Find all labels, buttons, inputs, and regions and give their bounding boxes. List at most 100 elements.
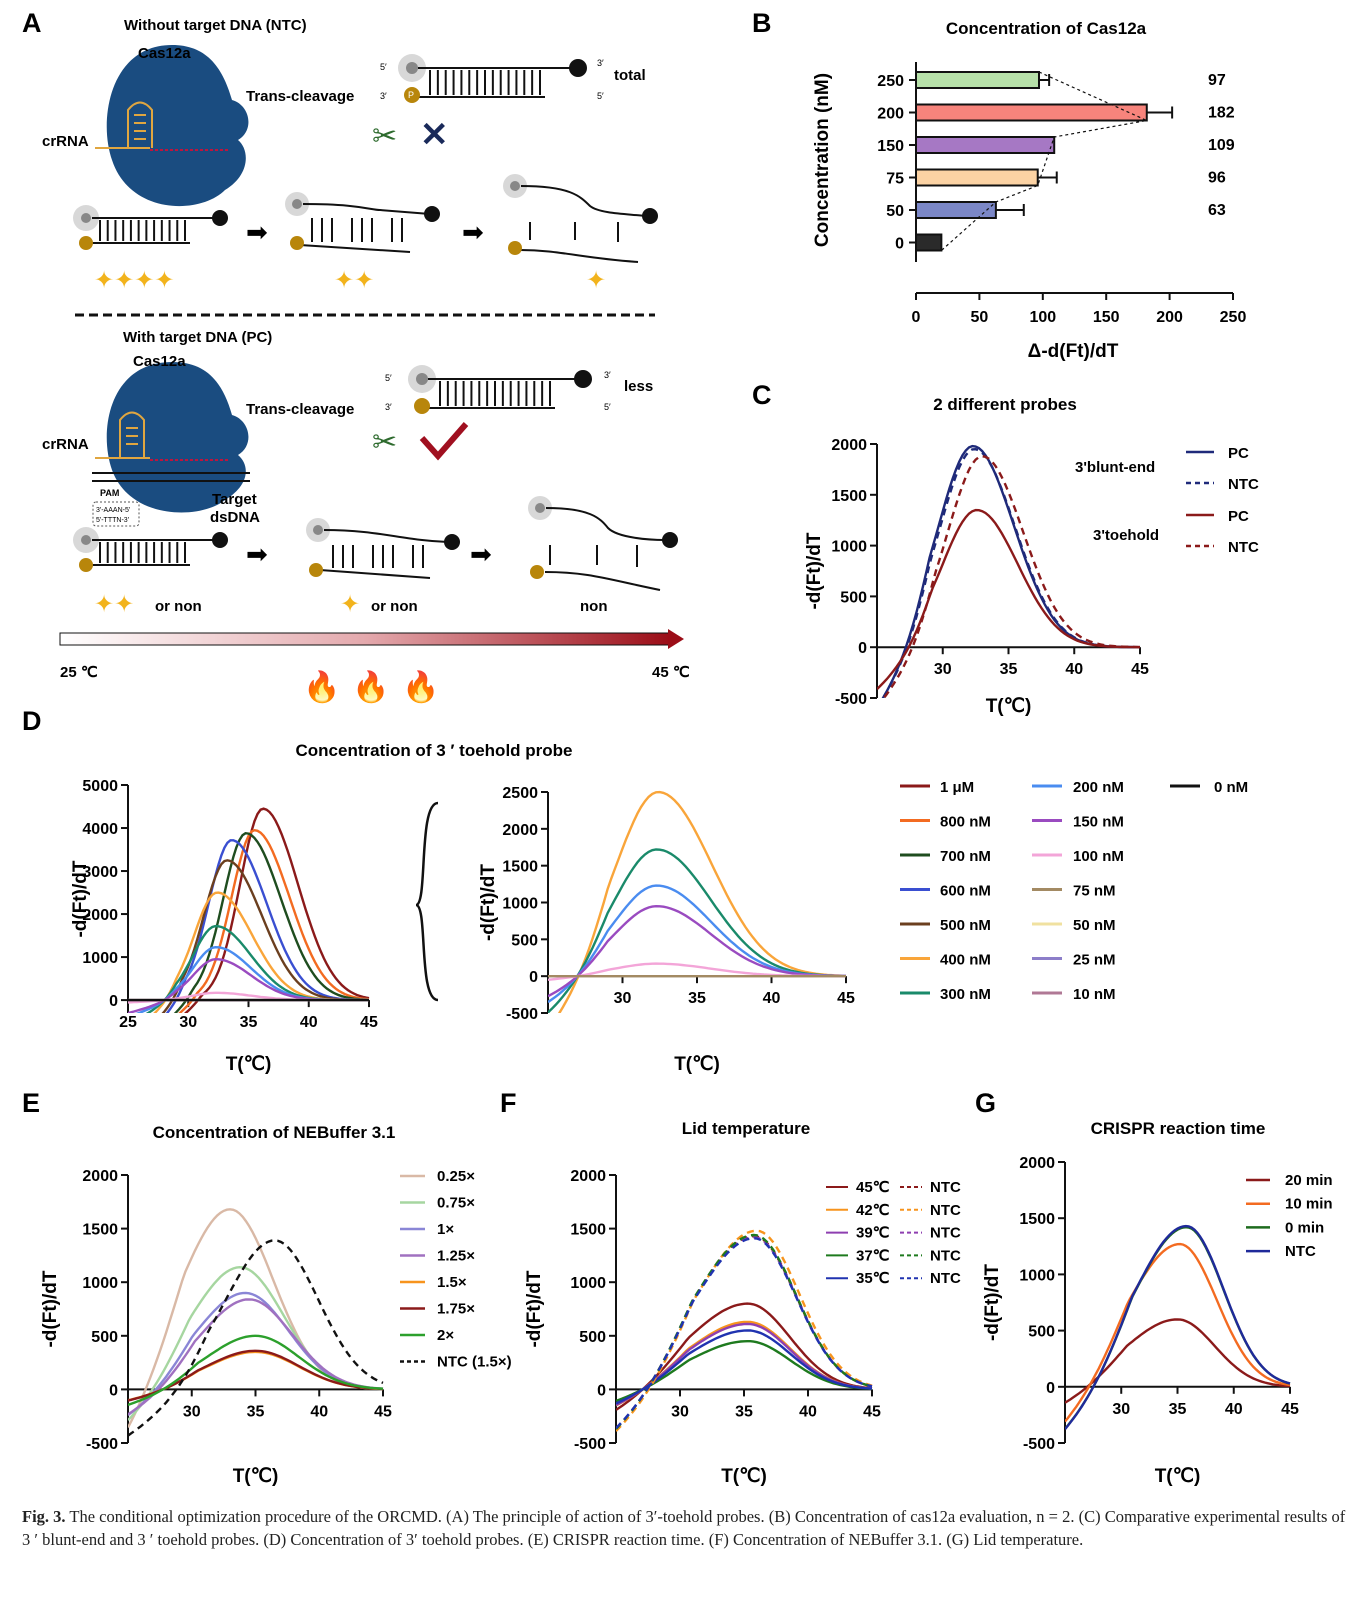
chart-g-series-line	[1065, 1225, 1291, 1430]
chart-d-left-series-line	[173, 831, 370, 1013]
chart-g-series-line	[1065, 1224, 1291, 1430]
five-prime-tag-right: 5′	[597, 91, 604, 101]
pam-seq-top: 3'-AAAN-5'	[96, 507, 130, 514]
chart-b-data-label: 96	[1208, 170, 1226, 187]
chart-c-title: 2 different probes	[933, 395, 1077, 414]
chart-f-y-tick-label: 0	[597, 1382, 606, 1399]
chart-d-left-x-tick-label: 45	[360, 1014, 378, 1031]
chart-d-brace	[414, 801, 439, 1002]
chart-f-series-line	[616, 1237, 873, 1430]
chart-d-left-x-tick-label: 25	[119, 1014, 137, 1031]
five-prime-tag-b-right: 5′	[604, 402, 611, 412]
cas12a-protein-top: Cas12a crRNA	[42, 45, 249, 207]
chart-f-series-line	[616, 1329, 873, 1405]
chart-d-left-x-label: T(℃)	[226, 1054, 272, 1075]
chart-d-right-series-line	[548, 884, 847, 1004]
three-prime-tag-right: 3′	[597, 58, 604, 68]
chart-c-y-tick-label: -500	[835, 691, 867, 708]
chart-f-x-tick-label: 40	[799, 1403, 817, 1420]
chart-c-group-label: 3'blunt-end	[1075, 459, 1155, 476]
panel-letter-c: C	[752, 380, 772, 410]
chart-f-y-tick-label: 500	[579, 1329, 606, 1346]
chart-e-y-tick-label: 500	[91, 1329, 118, 1346]
chart-e-legend-label: 1.25×	[437, 1248, 475, 1265]
chart-e-y-tick-label: 2000	[82, 1168, 118, 1185]
chart-b-y-tick-label: 50	[886, 203, 904, 220]
chart-b-data-label: 182	[1208, 105, 1235, 122]
chart-d-legend-label: 400 nM	[940, 952, 991, 969]
chart-b-y-tick-label: 0	[895, 236, 904, 253]
chart-e-x-tick-label: 35	[247, 1403, 265, 1420]
chart-c-group-label: 3'toehold	[1093, 527, 1159, 544]
chart-b-data-label: 97	[1208, 72, 1226, 89]
chart-e-legend-label: 2×	[437, 1327, 454, 1344]
less-label: less	[624, 378, 653, 395]
chart-f-legend-label: NTC	[930, 1247, 961, 1264]
chart-d-legend-label: 200 nM	[1073, 779, 1124, 796]
chart-d-right-y-tick-label: 500	[511, 932, 538, 949]
chart-b-connector	[940, 71, 1149, 251]
three-prime-tag-b-right: 3′	[604, 370, 611, 380]
panel-letter-d: D	[22, 706, 42, 736]
crrna-label-top: crRNA	[42, 133, 89, 150]
pam-label: PAM	[100, 488, 119, 498]
chart-c-y-tick-label: 1500	[831, 488, 867, 505]
p-tag: P	[408, 90, 414, 100]
cas12a-protein-bottom: Cas12a crRNA PAM 3'-AAAN-5' 5'-TTTN-3' T…	[42, 353, 260, 527]
chart-d-left-y-tick-label: 3000	[82, 864, 118, 881]
star-icon-1b: ✦	[340, 591, 360, 618]
chart-d-right-y-tick-label: -500	[506, 1006, 538, 1023]
chart-b-y-tick-label: 75	[886, 171, 904, 188]
probe-top-intact: Trans-cleavage P 5′ 3′ 3′ 5′ total ✂ ✕	[246, 54, 646, 154]
chart-e-y-tick-label: 0	[109, 1382, 118, 1399]
chart-d-right-y-tick-label: 1000	[502, 896, 538, 913]
chart-f-y-tick-label: 2000	[570, 1168, 606, 1185]
chart-c-y-label: -d(Ft)/dT	[804, 532, 825, 609]
chart-d-right-x-label: T(℃)	[674, 1054, 720, 1075]
chart-d-left-x-tick-label: 40	[300, 1014, 318, 1031]
cas12a-label-top: Cas12a	[138, 45, 191, 62]
chart-d-legend-label: 300 nM	[940, 986, 991, 1003]
chart-f-series-line	[616, 1340, 873, 1403]
chart-f-legend-label: 39℃	[856, 1225, 890, 1242]
star-icons-2b: ✦✦	[94, 591, 134, 618]
panel-letter-f: F	[500, 1088, 517, 1118]
panel-letter-b: B	[752, 8, 772, 38]
panel-letter-e: E	[22, 1088, 40, 1118]
chart-d-legend-label: 100 nM	[1073, 848, 1124, 865]
chart-d-left-y-tick-label: 0	[109, 993, 118, 1010]
chart-e-series-line	[128, 1291, 384, 1417]
temp-high-label: 45 ℃	[652, 664, 690, 681]
panel-letter-g: G	[975, 1088, 996, 1118]
chart-d-legend-label: 600 nM	[940, 883, 991, 900]
chart-f-legend-label: 35℃	[856, 1270, 890, 1287]
chart-e-legend-label: 0.25×	[437, 1168, 475, 1185]
chart-d-right-y-tick-label: 2500	[502, 785, 538, 802]
chart-c-y-tick-label: 500	[840, 589, 867, 606]
arrow-icon-2: ➡	[462, 217, 484, 247]
chart-d-left-series-line	[165, 839, 369, 1013]
chart-f-y-tick-label: 1500	[570, 1222, 606, 1239]
chart-b-x-tick-label: 100	[1029, 309, 1056, 326]
chart-g-x-tick-label: 45	[1281, 1401, 1299, 1418]
caption-text: The conditional optimization procedure o…	[22, 1507, 1346, 1549]
chart-e-legend-label: 1×	[437, 1221, 454, 1238]
chart-d-left-y-tick-label: 4000	[82, 821, 118, 838]
star-icon-1: ✦	[586, 267, 606, 294]
crrna-label-bottom: crRNA	[42, 436, 89, 453]
pc-title: With target DNA (PC)	[123, 329, 272, 346]
chart-d-legend-label: 75 nM	[1073, 883, 1116, 900]
chart-d-left-series-line	[161, 859, 370, 1013]
chart-e-y-label: -d(Ft)/dT	[40, 1270, 61, 1347]
chart-e-series-line	[128, 1334, 384, 1407]
flame-icon-2: 🔥	[352, 669, 389, 704]
chart-g-y-tick-label: 1000	[1019, 1267, 1055, 1284]
chart-d-right-series-line	[548, 848, 847, 1013]
chart-e-x-tick-label: 40	[310, 1403, 328, 1420]
chart-e-series-line	[128, 1298, 384, 1416]
chart-d-legend-label: 500 nM	[940, 917, 991, 934]
chart-d-left-y-tick-label: 2000	[82, 907, 118, 924]
chart-c-x-tick-label: 35	[1000, 661, 1018, 678]
